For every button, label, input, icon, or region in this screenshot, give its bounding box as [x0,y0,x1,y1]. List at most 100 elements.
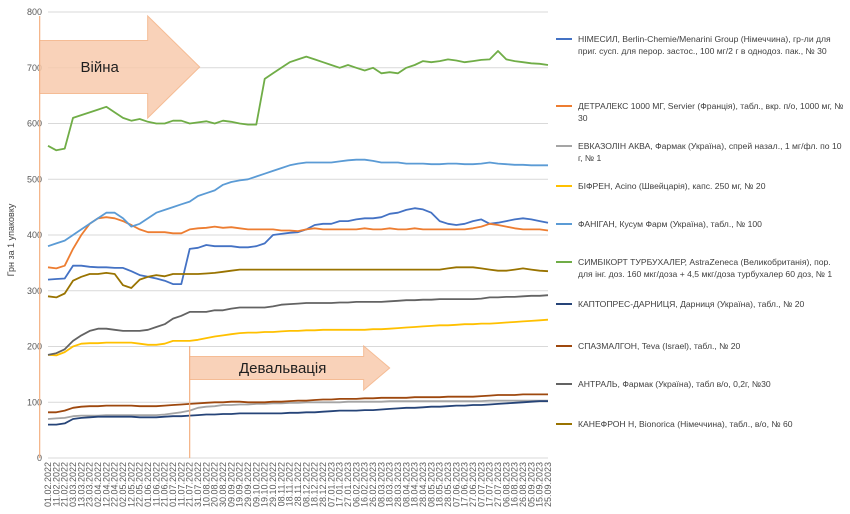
legend-swatch [556,261,572,263]
legend-label: НІМЕСИЛ, Berlin-Chemie/Menarini Group (Н… [578,34,831,56]
x-tick-label: 21.02.2022 [60,462,70,507]
y-tick-label: 500 [27,174,42,184]
x-tick-label: 28.04.2023 [418,462,428,507]
series-line-3 [47,399,548,420]
x-tick-label: 17.06.2023 [460,462,470,507]
x-tick-label: 31.07.2022 [193,462,203,507]
x-tick-label: 18.04.2023 [410,462,420,507]
x-tick-label: 07.06.2023 [451,462,461,507]
x-tick-label: 03.03.2022 [68,462,78,507]
legend-label: КАПТОПРЕС-ДАРНИЦЯ, Дарниця (Україна), та… [578,299,805,309]
x-tick-label: 20.08.2022 [210,462,220,507]
x-tick-label: 21.06.2022 [160,462,170,507]
series-line-2 [47,216,549,270]
x-tick-label: 02.04.2022 [93,462,103,507]
x-tick-label: 16.02.2023 [360,462,370,507]
x-tick-label: 22.04.2022 [110,462,120,507]
series-line-6 [47,50,549,152]
legend-label: СПАЗМАЛГОН, Teva (Israel), табл., № 20 [578,341,741,351]
series-line-10 [47,266,549,299]
legend-swatch [556,185,572,187]
x-tick-label: 29.10.2022 [268,462,278,507]
legend-label: АНТРАЛЬ, Фармак (Україна), табл в/о, 0,2… [578,379,771,389]
annotation-label: Війна [80,59,119,76]
legend-swatch [556,145,572,147]
x-tick-label: 19.09.2022 [235,462,245,507]
series-line-9 [47,294,549,356]
x-tick-label: 19.10.2022 [260,462,270,507]
legend-label: СИМБІКОРТ ТУРБУХАЛЕР, AstraZeneca (Велик… [578,257,833,279]
x-tick-label: 16.08.2023 [510,462,520,507]
data-series [47,50,549,426]
x-tick-label: 08.03.2023 [376,462,386,507]
annotation-arrow [39,14,201,120]
y-axis-label: Грн за 1 упаковку [6,203,16,276]
x-tick-label: 28.05.2023 [443,462,453,507]
x-tick-label: 28.03.2023 [393,462,403,507]
legend-label: КАНЕФРОН Н, Bionorica (Німеччина), табл.… [578,419,793,429]
series-line-4 [47,318,549,357]
y-tick-label: 100 [27,397,42,407]
series-line-8 [48,393,548,414]
y-gridlines [48,11,548,459]
x-tick-label: 07.01.2023 [326,462,336,507]
series-line-7 [48,400,548,426]
annotations: Війна Девальвація [39,14,391,458]
annotation-arrow [189,344,391,392]
x-tick-label: 17.07.2023 [485,462,495,507]
x-tick-label: 27.01.2023 [343,462,353,507]
x-tick-label: 08.05.2023 [426,462,436,507]
x-tick-label: 26.08.2023 [518,462,528,507]
legend-swatch [556,303,572,305]
legend-swatch [556,38,572,40]
x-tick-label: 25.09.2023 [543,462,553,507]
x-tick-label: 10.08.2022 [201,462,211,507]
legend-swatch [556,423,572,425]
x-tick-label: 26.02.2023 [368,462,378,507]
x-tick-label: 06.02.2023 [351,462,361,507]
x-tick-label: 05.09.2023 [526,462,536,507]
annotation-label: Девальвація [239,360,326,377]
y-tick-label: 700 [27,63,42,73]
legend-swatch [556,105,572,107]
x-tick-label: 27.06.2023 [468,462,478,507]
legend-label: ЕВКАЗОЛІН АКВА, Фармак (Україна), спрей … [578,141,842,163]
x-tick-label: 08.04.2023 [401,462,411,507]
x-tick-label: 12.04.2022 [101,462,111,507]
x-tick-label: 08.12.2022 [301,462,311,507]
y-tick-label: 200 [27,342,42,352]
y-tick-label: 800 [27,7,42,17]
x-tick-label: 18.05.2023 [435,462,445,507]
x-tick-label: 29.09.2022 [243,462,253,507]
x-tick-label: 11.06.2022 [151,462,161,506]
x-tick-label: 11.07.2022 [176,462,186,506]
x-tick-label: 18.11.2022 [285,462,295,506]
x-tick-label: 08.11.2022 [276,462,286,506]
x-tick-label: 09.10.2022 [251,462,261,507]
x-tick-label: 07.07.2023 [476,462,486,507]
x-tick-label: 22.05.2022 [135,462,145,507]
x-tick-label: 01.02.2022 [43,462,53,507]
x-tick-label: 11.02.2022 [51,462,61,506]
x-tick-label: 06.08.2023 [501,462,511,507]
y-tick-label: 600 [27,119,42,129]
legend-swatch [556,383,572,385]
x-tick-label: 17.01.2023 [335,462,345,507]
y-tick-label: 300 [27,286,42,296]
x-tick-label: 09.09.2022 [226,462,236,507]
x-tick-label: 27.07.2023 [493,462,503,507]
x-tick-label: 23.03.2022 [85,462,95,507]
series-line-5 [47,158,548,248]
x-tick-label: 01.06.2022 [143,462,153,507]
x-tick-label: 13.03.2022 [76,462,86,507]
x-tick-label: 28.11.2022 [293,462,303,506]
series-line-1 [47,207,549,286]
legend-label: ДЕТРАЛЕКС 1000 МГ, Servier (Франція), та… [578,101,844,123]
x-tick-label: 21.07.2022 [185,462,195,507]
x-tick-label: 01.07.2022 [168,462,178,507]
legend-swatch [556,345,572,347]
y-tick-label: 400 [27,230,42,240]
legend-label: БІФРЕН, Acino (Швейцарія), капс. 250 мг,… [578,181,766,191]
x-tick-label: 18.03.2023 [385,462,395,507]
